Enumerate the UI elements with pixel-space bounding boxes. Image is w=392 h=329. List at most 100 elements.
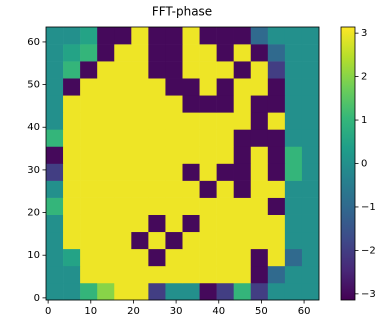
- cell: [114, 27, 132, 45]
- chart-title: FFT-phase: [152, 5, 212, 19]
- cell: [233, 44, 252, 62]
- cell: [216, 146, 234, 164]
- y-tick-label: 30: [27, 165, 40, 176]
- cell: [216, 78, 234, 96]
- cell: [63, 44, 81, 62]
- cell: [165, 163, 183, 181]
- cell: [216, 163, 234, 181]
- cell: [216, 61, 234, 79]
- cell: [63, 146, 81, 164]
- cell: [114, 78, 132, 96]
- cell: [182, 95, 200, 113]
- cell: [63, 112, 81, 130]
- cell: [301, 27, 320, 45]
- cell: [80, 282, 98, 301]
- cell: [46, 27, 64, 45]
- cell: [233, 265, 252, 284]
- cell: [267, 78, 286, 96]
- cell: [114, 146, 132, 164]
- cell: [216, 282, 234, 301]
- cell: [284, 129, 303, 147]
- cell: [301, 78, 320, 96]
- cell: [284, 61, 303, 79]
- cell: [97, 61, 115, 79]
- cell: [63, 214, 81, 233]
- cell: [216, 248, 234, 267]
- cell: [80, 146, 98, 164]
- colorbar-tick-label: 3: [361, 28, 367, 39]
- cell: [131, 146, 149, 164]
- cell: [284, 44, 303, 62]
- cell: [284, 214, 303, 233]
- cell: [233, 163, 252, 181]
- cell: [267, 112, 286, 130]
- cell: [148, 61, 166, 79]
- cell: [80, 197, 98, 215]
- cell: [148, 78, 166, 96]
- cell: [199, 214, 217, 233]
- cell: [114, 163, 132, 181]
- cell: [80, 180, 98, 198]
- cell: [80, 248, 98, 267]
- cell: [199, 248, 217, 267]
- cell: [97, 44, 115, 62]
- cell: [63, 282, 81, 301]
- cell: [80, 78, 98, 96]
- cell: [165, 214, 183, 233]
- cell: [250, 163, 269, 181]
- cell: [46, 44, 64, 62]
- cell: [250, 180, 269, 198]
- x-tick-label: 60: [298, 306, 311, 317]
- cell: [301, 265, 320, 284]
- cell: [182, 27, 200, 45]
- cell: [131, 265, 149, 284]
- cell: [199, 27, 217, 45]
- cell: [267, 146, 286, 164]
- colorbar-tick-label: −1: [361, 202, 376, 213]
- cell: [148, 197, 166, 215]
- cell: [114, 61, 132, 79]
- cell: [46, 248, 64, 267]
- cell: [165, 282, 183, 301]
- cell: [199, 146, 217, 164]
- cell: [267, 180, 286, 198]
- cell: [182, 78, 200, 96]
- colorbar: [340, 26, 356, 301]
- cell: [182, 163, 200, 181]
- cell: [284, 112, 303, 130]
- cell: [182, 61, 200, 79]
- cell: [148, 282, 166, 301]
- cell: [216, 214, 234, 233]
- cell: [46, 180, 64, 198]
- cell: [131, 214, 149, 233]
- cell: [233, 214, 252, 233]
- cell: [267, 61, 286, 79]
- cell: [216, 265, 234, 284]
- cell: [165, 78, 183, 96]
- cell: [63, 129, 81, 147]
- cell: [131, 78, 149, 96]
- cell: [97, 129, 115, 147]
- cell: [46, 197, 64, 215]
- cell: [182, 146, 200, 164]
- cell: [148, 180, 166, 198]
- cell: [165, 44, 183, 62]
- cell: [301, 197, 320, 215]
- cell: [63, 61, 81, 79]
- cell: [165, 231, 183, 250]
- cell: [250, 95, 269, 113]
- cell: [114, 265, 132, 284]
- cell: [250, 129, 269, 147]
- cell: [182, 44, 200, 62]
- cell: [301, 95, 320, 113]
- cell: [199, 78, 217, 96]
- y-tick-label: 60: [27, 37, 40, 48]
- cell: [46, 265, 64, 284]
- cell: [199, 197, 217, 215]
- cell: [131, 180, 149, 198]
- cell: [267, 231, 286, 250]
- cell: [114, 248, 132, 267]
- cell: [114, 129, 132, 147]
- colorbar-tick-label: 0: [361, 159, 367, 170]
- cell: [148, 265, 166, 284]
